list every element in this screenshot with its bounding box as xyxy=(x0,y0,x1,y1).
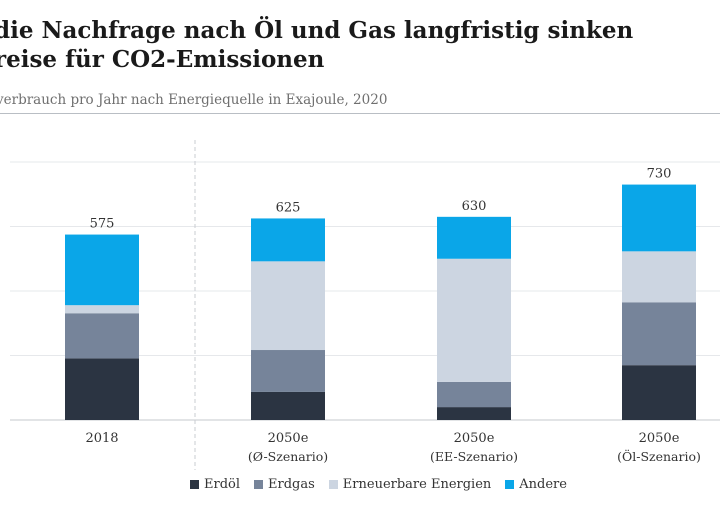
legend-item: Erdöl xyxy=(190,477,240,492)
chart-title: die Nachfrage nach Öl und Gas langfristi… xyxy=(0,16,720,74)
category-label: 2050e xyxy=(639,431,680,446)
bar-segment xyxy=(251,391,325,420)
legend-label: Andere xyxy=(519,477,567,492)
bar-segment xyxy=(437,216,511,259)
bar-total-label: 630 xyxy=(462,199,487,214)
bar-segment xyxy=(251,218,325,262)
bar-segment xyxy=(622,251,696,303)
legend-label: Erdgas xyxy=(268,477,315,492)
chart-title-line-1: die Nachfrage nach Öl und Gas langfristi… xyxy=(0,17,634,44)
legend-swatch xyxy=(190,480,199,489)
category-sublabel: (EE-Szenario) xyxy=(430,449,518,464)
header-divider xyxy=(0,113,720,114)
category-sublabel: (Öl-Szenario) xyxy=(617,448,701,464)
bar-segment xyxy=(437,381,511,408)
chart-subtitle: verbrauch pro Jahr nach Energiequelle in… xyxy=(0,92,388,108)
legend-swatch xyxy=(254,480,264,489)
bar-segment xyxy=(65,313,139,359)
bar-segment xyxy=(437,407,511,420)
legend-item: Erneuerbare Energien xyxy=(328,477,492,492)
bar-segment xyxy=(437,258,511,382)
category-sublabel: (Ø-Szenario) xyxy=(248,449,328,464)
legend-label: Erdöl xyxy=(204,477,241,492)
category-label: 2050e xyxy=(268,431,309,446)
legend-label: Erneuerbare Energien xyxy=(342,477,492,492)
legend-item: Erdgas xyxy=(254,477,315,492)
bar-segment xyxy=(622,302,696,366)
category-label: 2018 xyxy=(85,431,118,446)
bar-segment xyxy=(622,184,696,252)
legend-item: Andere xyxy=(505,477,567,492)
bar-segment xyxy=(251,261,325,351)
category-label: 2050e xyxy=(454,431,495,446)
bar-segment xyxy=(65,358,139,420)
chart-title-line-2: reise für CO2-Emissionen xyxy=(0,46,325,73)
bar-segment xyxy=(65,234,139,306)
legend-swatch xyxy=(328,480,338,489)
bar-segment xyxy=(251,350,325,392)
bar-segment xyxy=(622,365,696,420)
legend-swatch xyxy=(505,480,515,489)
bar-segment xyxy=(65,305,139,314)
bar-total-label: 625 xyxy=(276,200,301,215)
bar-total-label: 730 xyxy=(647,167,672,182)
chart-legend: Erdöl Erdgas Erneuerbare Energien Andere xyxy=(190,477,581,492)
bar-total-label: 575 xyxy=(90,217,115,232)
